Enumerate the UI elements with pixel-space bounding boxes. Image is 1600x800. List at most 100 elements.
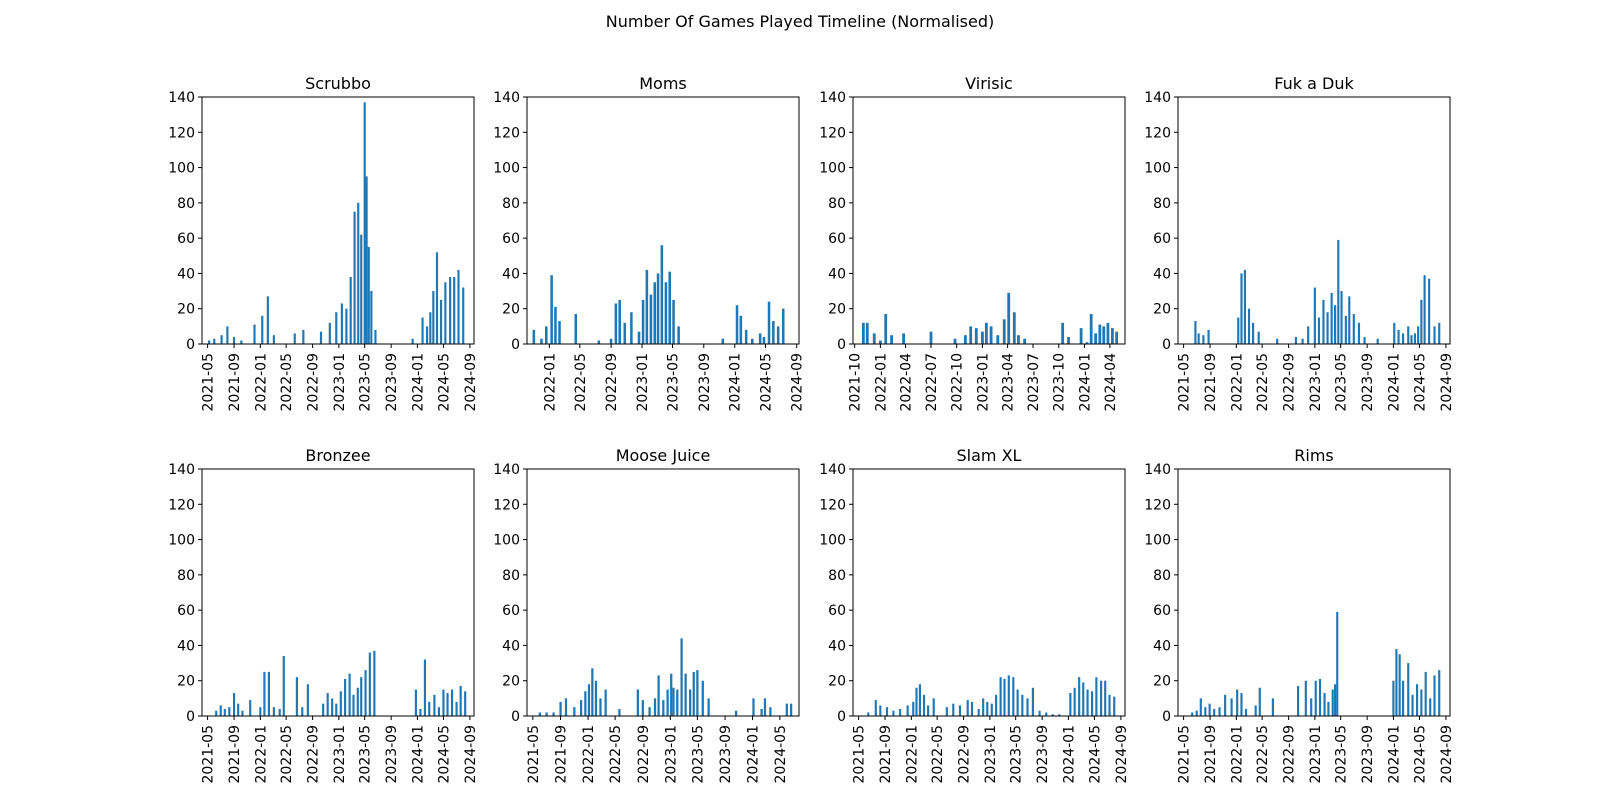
bar [915,687,918,716]
bar [1106,322,1110,344]
bar [1433,326,1436,344]
subplot-title: Scrubbo [305,74,371,93]
bar [1012,677,1015,716]
y-tick-label: 80 [502,196,520,212]
bar [363,102,366,344]
x-tick-label: 2022-01 [542,353,558,412]
axes-frame [1177,468,1451,717]
bar [550,275,553,344]
y-tick-label: 140 [493,90,520,106]
y-tick-label: 120 [493,125,520,141]
bar [645,269,649,344]
bar [664,282,668,344]
bar [1067,336,1070,344]
bar [1202,335,1205,344]
bar [272,335,275,344]
bar [344,678,347,716]
bar [1208,703,1211,716]
bar [428,701,431,716]
y-tick-label: 120 [1144,125,1171,141]
bar [1026,698,1029,716]
bar [339,691,342,716]
axes-frame [852,96,1126,345]
bar [360,234,363,344]
bar [1017,335,1020,344]
bar [594,680,598,716]
y-tick-label: 60 [177,603,195,619]
x-tick-label: 2023-09 [384,725,400,784]
x-tick-label: 2021-09 [227,353,243,412]
bar [1098,324,1102,344]
bar [1094,333,1098,344]
y-tick-label: 80 [1153,568,1171,584]
bar [1197,333,1200,344]
x-tick-label: 2022-09 [636,725,652,784]
x-tick-label: 2023-10 [1052,353,1068,412]
axes-frame [526,468,800,717]
bar [751,338,754,344]
y-tick-label: 40 [1153,638,1171,654]
bar [1429,698,1432,716]
bar [374,329,377,344]
x-tick-label: 2024-05 [436,725,452,784]
bar [963,335,967,344]
bar [689,689,692,716]
bar [1031,687,1034,716]
subplot-title: Slam XL [957,446,1022,465]
y-tick-label: 80 [502,568,520,584]
x-tick-label: 2022-05 [930,725,946,784]
bar [1340,291,1343,344]
x-tick-label: 2022-07 [924,353,940,412]
bar [1357,322,1361,344]
bar [545,326,548,344]
x-tick-label: 2024-01 [1078,353,1094,412]
x-tick-label: 2022-01 [253,353,269,412]
y-tick-label: 60 [177,231,195,247]
bar [1417,326,1420,344]
bar [446,693,449,716]
x-tick-label: 2022-01 [581,725,597,784]
x-tick-label: 2023-04 [1001,353,1017,412]
bar [266,296,269,344]
x-tick-label: 2021-05 [1177,353,1193,412]
bar [929,331,933,344]
bar [641,299,645,344]
bar [1420,689,1423,716]
x-tick-label: 2023-01 [332,353,348,412]
bar [912,701,915,716]
bar [649,294,653,344]
bar [370,291,373,344]
x-tick-label: 2024-05 [436,353,452,412]
bar [540,338,543,344]
subplot-title: Bronzee [305,446,370,465]
x-tick-label: 2023-01 [983,725,999,784]
y-tick-label: 0 [1162,337,1171,353]
bar [1002,319,1006,344]
bar [1207,329,1210,344]
x-tick-label: 2024-04 [1103,353,1119,412]
bar [1297,686,1300,716]
axes-frame [526,96,800,345]
bar [1413,333,1416,344]
bar [970,701,974,716]
bar [927,705,930,716]
x-tick-label: 2023-05 [1009,725,1025,784]
bar [1100,680,1103,716]
x-tick-label: 2021-05 [852,725,868,784]
y-tick-label: 60 [828,231,846,247]
x-tick-label: 2024-01 [410,353,426,412]
bar [1395,648,1398,716]
y-tick-label: 40 [828,638,846,654]
bar [584,691,587,716]
bar [345,308,348,344]
bar [684,673,687,716]
bar [1085,342,1089,344]
bar [874,700,877,716]
bar [672,299,675,344]
bar [1318,678,1322,716]
bar [1420,299,1423,344]
y-tick-label: 100 [168,533,195,549]
x-tick-label: 2021-09 [1203,353,1219,412]
bar [696,670,699,716]
bar [232,693,236,716]
